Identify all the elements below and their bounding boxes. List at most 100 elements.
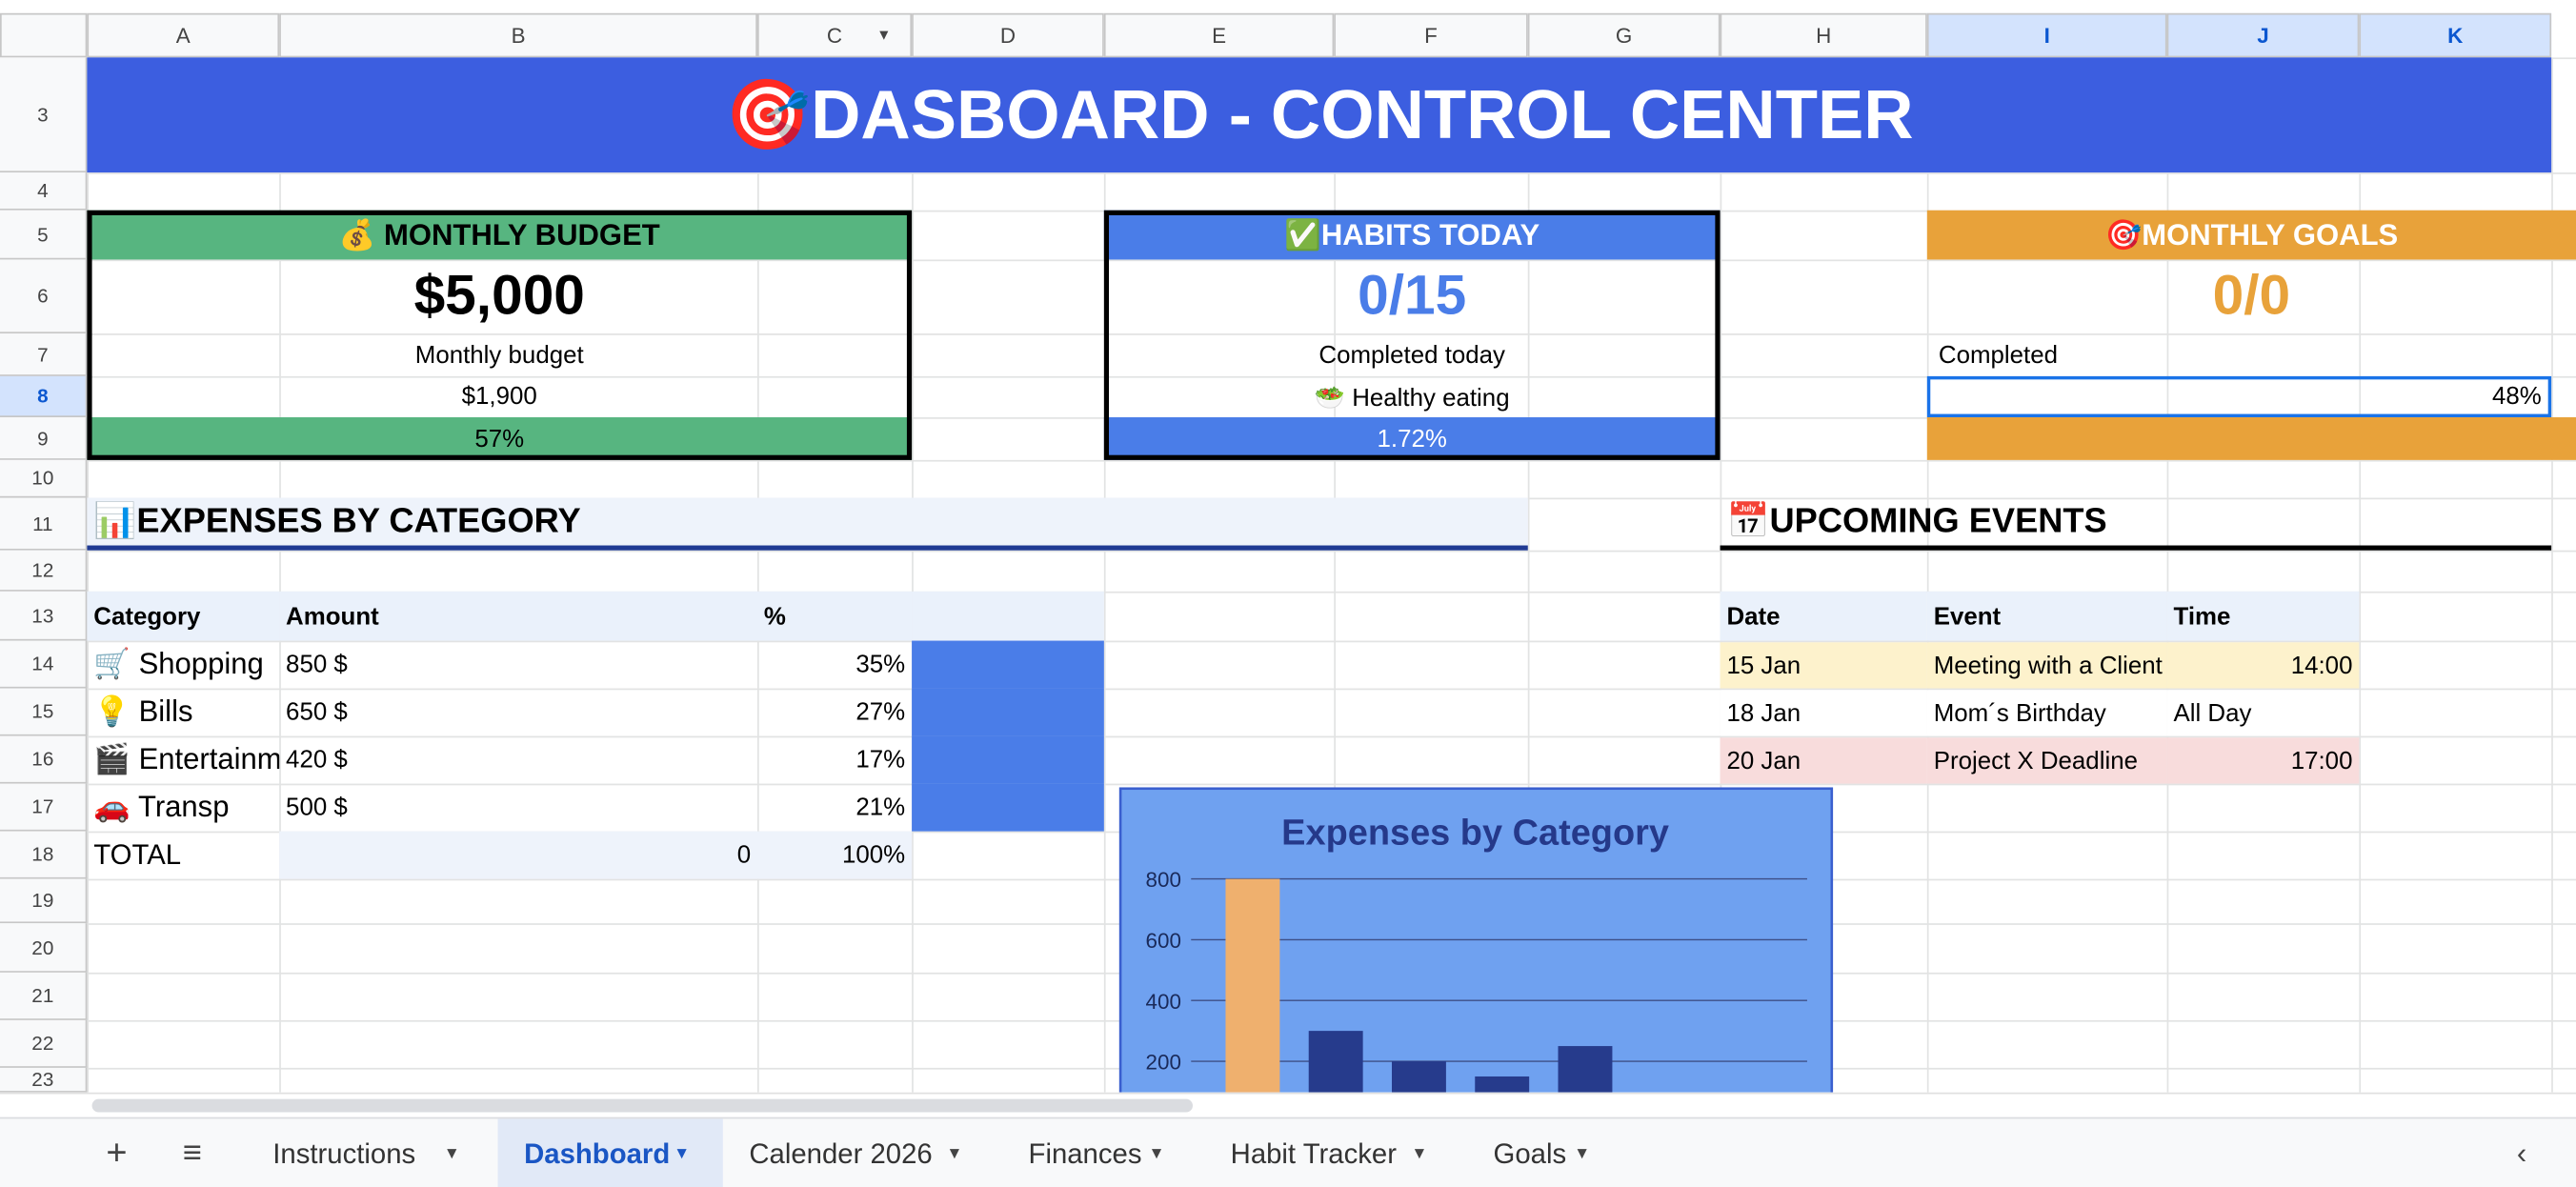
table-header: % xyxy=(756,591,913,641)
total-amount: 0 xyxy=(279,831,757,879)
table-cell: 35% xyxy=(855,650,906,679)
grid-line xyxy=(0,735,2576,738)
goals-header: 🎯MONTHLY GOALS xyxy=(1926,210,2576,260)
column-header[interactable]: I xyxy=(1926,12,2167,58)
grid-line xyxy=(1527,57,1530,1093)
row-number[interactable]: 14 xyxy=(0,640,88,689)
goals-footer xyxy=(1926,417,2576,460)
horizontal-scrollbar[interactable] xyxy=(0,1092,2576,1119)
row-number[interactable]: 4 xyxy=(0,172,88,211)
budget-spent: $1,900 xyxy=(461,382,537,412)
table-header-cell xyxy=(912,591,1104,641)
row-number[interactable]: 21 xyxy=(0,972,88,1020)
tab-menu-arrow: ▼ xyxy=(946,1144,963,1163)
row-number[interactable]: 16 xyxy=(0,735,88,784)
grid-line xyxy=(0,333,2576,335)
event-cell: All Day xyxy=(2166,690,2360,736)
row-number[interactable]: 7 xyxy=(0,333,88,376)
table-header: Category xyxy=(87,591,280,641)
embedded-chart: Expenses by Category 200 400 600 800 xyxy=(1118,787,1834,1093)
column-header[interactable]: E xyxy=(1103,12,1335,58)
row-number[interactable]: 5 xyxy=(0,210,88,260)
grid-line xyxy=(0,259,2576,262)
column-header[interactable]: F xyxy=(1334,12,1528,58)
row-number[interactable]: 12 xyxy=(0,550,88,592)
scroll-thumb[interactable] xyxy=(91,1098,1193,1113)
sheet-tab[interactable]: Finances xyxy=(1028,1137,1142,1169)
grid-line xyxy=(756,57,759,1093)
grid-line xyxy=(0,783,2576,786)
row-number[interactable]: 15 xyxy=(0,688,88,736)
event-cell: 17:00 xyxy=(2166,737,2360,784)
y-tick-label: 200 xyxy=(1146,1051,1181,1075)
dashboard-title: 🎯DASBOARD - CONTROL CENTER xyxy=(87,57,2552,173)
filter-arrow: ▼ xyxy=(876,26,892,43)
column-header[interactable]: H xyxy=(1720,12,1927,58)
sheet-tab[interactable]: Dashboard xyxy=(497,1118,723,1187)
habits-header: ✅HABITS TODAY xyxy=(1103,210,1721,260)
sheet-tab[interactable]: Goals xyxy=(1493,1137,1567,1169)
all-sheets-button[interactable]: ≡ xyxy=(182,1134,202,1171)
event-cell: 18 Jan xyxy=(1720,690,1927,736)
column-header[interactable]: A xyxy=(87,12,280,58)
row-number[interactable]: 13 xyxy=(0,591,88,641)
budget-count: $5,000 xyxy=(413,264,585,328)
habit-item: 🥗 Healthy eating xyxy=(1314,383,1510,412)
table-cell: 650 $ xyxy=(286,697,348,727)
section-title: 📊EXPENSES BY CATEGORY xyxy=(87,497,1528,551)
sheet-tab[interactable]: Instructions xyxy=(272,1137,416,1169)
grid-line xyxy=(0,591,2576,594)
tab-menu-arrow: ▼ xyxy=(1574,1144,1591,1163)
corner-cell xyxy=(0,12,88,58)
table-header: Event xyxy=(1926,591,2167,641)
y-tick-label: 800 xyxy=(1146,868,1181,892)
row-number[interactable]: 18 xyxy=(0,831,88,879)
percent-fill xyxy=(912,783,1104,832)
column-header[interactable]: K xyxy=(2359,12,2552,58)
table-cell: 850 $ xyxy=(286,650,348,679)
sheet-tab[interactable]: Habit Tracker xyxy=(1230,1137,1397,1169)
tab-menu-arrow: ▼ xyxy=(674,1144,691,1163)
event-cell: Mom´s Birthday xyxy=(1926,690,2167,736)
column-header[interactable]: D xyxy=(912,12,1104,58)
row-number[interactable]: 17 xyxy=(0,783,88,832)
row-number[interactable]: 11 xyxy=(0,497,88,551)
add-sheet-button[interactable]: + xyxy=(106,1132,128,1174)
row-number[interactable]: 8 xyxy=(0,375,88,418)
scroll-tabs-button[interactable]: ‹ xyxy=(2516,1136,2527,1169)
column-header[interactable]: B xyxy=(279,12,757,58)
sheet-grid: A B C D E F G H I J K ▼ 3 4 5 6 7 8 9 10 11 12 13 14 15 16 17 18 19 2… xyxy=(0,12,2576,1093)
sheet-tab[interactable]: Calender 2026 xyxy=(749,1137,933,1169)
habits-label: Completed today xyxy=(1318,340,1505,370)
budget-card-border xyxy=(87,210,913,460)
row-number[interactable]: 6 xyxy=(0,259,88,334)
bar xyxy=(1475,1076,1530,1093)
row-number[interactable]: 9 xyxy=(0,417,88,460)
column-header[interactable]: J xyxy=(2166,12,2360,58)
row-number[interactable]: 10 xyxy=(0,459,88,498)
row-number[interactable]: 3 xyxy=(0,57,88,173)
percent-fill xyxy=(912,640,1104,689)
event-cell: 15 Jan xyxy=(1720,642,1927,689)
grid-line xyxy=(912,57,914,1093)
habits-card-border xyxy=(1103,210,1721,460)
total-label: TOTAL xyxy=(93,838,182,871)
grid-line xyxy=(0,459,2576,462)
grid-line xyxy=(0,550,2576,553)
row-number[interactable]: 19 xyxy=(0,878,88,924)
grid-line xyxy=(2359,57,2362,1093)
table-header: Date xyxy=(1720,591,1927,641)
bar xyxy=(1558,1046,1613,1093)
table-cell: 21% xyxy=(855,793,906,822)
grid-line xyxy=(1334,57,1337,1093)
row-number[interactable]: 20 xyxy=(0,923,88,973)
y-tick-label: 400 xyxy=(1146,990,1181,1014)
event-cell: Meeting with a Client xyxy=(1926,642,2167,689)
table-cell: 💡 Bills xyxy=(93,694,193,728)
goals-percent[interactable]: 48% xyxy=(1926,375,2552,418)
column-header[interactable]: C xyxy=(756,12,913,58)
row-number[interactable]: 23 xyxy=(0,1067,88,1093)
row-number[interactable]: 22 xyxy=(0,1019,88,1068)
column-header[interactable]: G xyxy=(1527,12,1721,58)
table-cell: 🛒 Shopping xyxy=(93,647,264,680)
